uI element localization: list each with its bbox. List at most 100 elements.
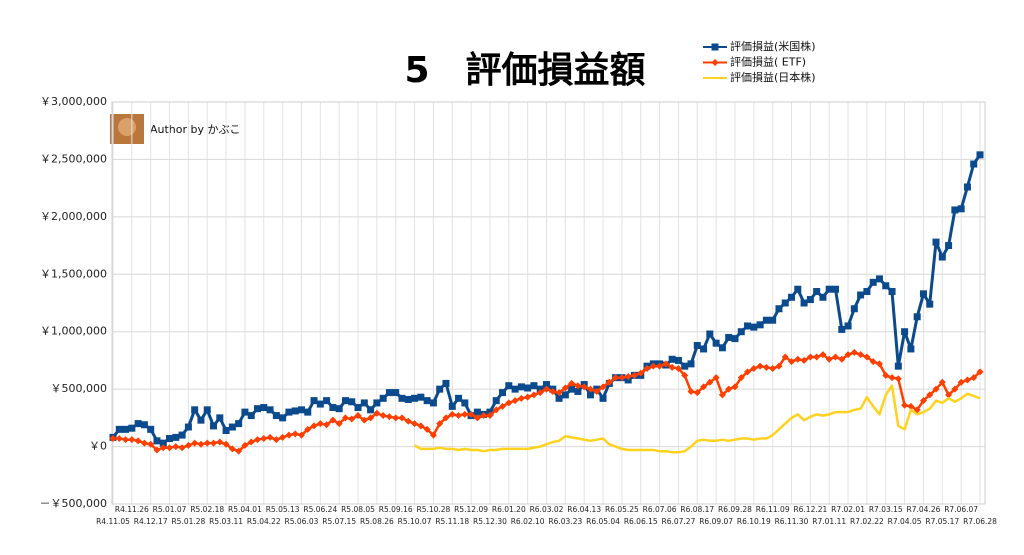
- marker: [593, 387, 601, 395]
- x-tick-label: R6.10.19: [737, 517, 771, 526]
- x-tick-label: R5.05.13: [266, 505, 300, 514]
- marker: [756, 321, 764, 329]
- marker: [718, 391, 726, 399]
- marker: [379, 394, 387, 402]
- marker: [140, 439, 148, 447]
- x-tick-label: R5.01.07: [153, 505, 187, 514]
- legend-marker: [711, 43, 719, 51]
- marker: [115, 435, 123, 443]
- marker: [417, 393, 425, 401]
- marker: [423, 425, 431, 433]
- x-tick-label: R6.05.04: [586, 517, 620, 526]
- marker: [737, 374, 745, 382]
- marker: [373, 409, 381, 417]
- marker: [297, 431, 305, 439]
- marker: [819, 293, 827, 301]
- x-tick-label: R5.12.09: [454, 505, 488, 514]
- marker: [800, 356, 808, 364]
- marker: [429, 399, 437, 407]
- marker: [543, 381, 550, 389]
- marker: [794, 355, 802, 363]
- marker: [197, 440, 205, 448]
- marker: [228, 423, 236, 431]
- x-tick-label: R4.12.17: [134, 517, 168, 526]
- marker: [945, 391, 953, 399]
- marker: [775, 362, 783, 370]
- x-tick-label: R5.06.24: [303, 505, 337, 514]
- marker: [844, 351, 852, 359]
- marker: [700, 383, 708, 391]
- marker: [392, 389, 400, 397]
- marker: [681, 371, 689, 379]
- marker: [115, 425, 123, 433]
- marker: [700, 345, 708, 353]
- marker: [744, 322, 752, 330]
- marker: [586, 385, 594, 393]
- x-tick-label: R6.08.17: [680, 505, 714, 514]
- marker: [951, 206, 959, 214]
- x-tick-label: R5.09.16: [379, 505, 413, 514]
- marker: [630, 371, 638, 379]
- marker: [323, 397, 331, 405]
- marker: [436, 385, 444, 393]
- marker: [781, 299, 789, 307]
- marker: [863, 353, 871, 361]
- marker: [480, 412, 488, 420]
- marker: [385, 389, 393, 397]
- marker: [492, 406, 500, 414]
- marker: [907, 345, 915, 353]
- marker: [674, 364, 682, 372]
- marker: [505, 399, 513, 407]
- x-tick-label: R6.07.06: [643, 505, 677, 514]
- marker: [222, 440, 230, 448]
- marker: [750, 364, 758, 372]
- marker: [555, 389, 563, 397]
- x-tick-label: R6.03.02: [530, 505, 564, 514]
- y-tick-label: ￥0: [89, 440, 107, 453]
- marker: [467, 410, 475, 418]
- marker: [203, 439, 211, 447]
- marker: [455, 394, 463, 402]
- marker: [341, 397, 349, 405]
- marker: [291, 407, 299, 415]
- x-tick-label: R6.09.28: [718, 505, 752, 514]
- marker: [543, 385, 550, 393]
- marker: [448, 402, 456, 410]
- marker: [159, 439, 167, 447]
- marker: [718, 344, 726, 352]
- marker: [832, 353, 839, 361]
- marker: [957, 205, 965, 213]
- marker: [448, 410, 456, 418]
- marker: [919, 397, 927, 405]
- marker: [901, 401, 909, 409]
- legend-label: 評価損益(米国株): [730, 39, 816, 53]
- marker: [963, 376, 971, 384]
- marker: [235, 420, 243, 428]
- marker: [769, 316, 777, 324]
- marker: [511, 385, 519, 393]
- x-tick-label: R6.02.10: [511, 517, 545, 526]
- marker: [122, 425, 130, 433]
- marker: [838, 355, 846, 363]
- marker: [957, 378, 965, 386]
- marker: [285, 431, 293, 439]
- x-tick-label: R5.06.03: [285, 517, 319, 526]
- marker: [216, 438, 224, 446]
- x-tick-label: R7.03.15: [869, 505, 903, 514]
- marker: [499, 389, 507, 397]
- x-tick-label: R5.02.18: [190, 505, 224, 514]
- marker: [656, 362, 664, 370]
- marker: [561, 384, 569, 392]
- marker: [222, 426, 230, 434]
- marker: [976, 151, 984, 159]
- marker: [882, 371, 890, 379]
- marker: [725, 333, 733, 341]
- x-tick-label: R7.01.11: [812, 517, 846, 526]
- legend-label: 評価損益( ETF): [730, 55, 806, 69]
- marker: [279, 414, 287, 422]
- marker: [586, 391, 594, 399]
- marker: [687, 360, 695, 368]
- y-tick-label: ￥2,500,000: [40, 152, 107, 165]
- marker: [919, 290, 927, 298]
- marker: [254, 436, 261, 444]
